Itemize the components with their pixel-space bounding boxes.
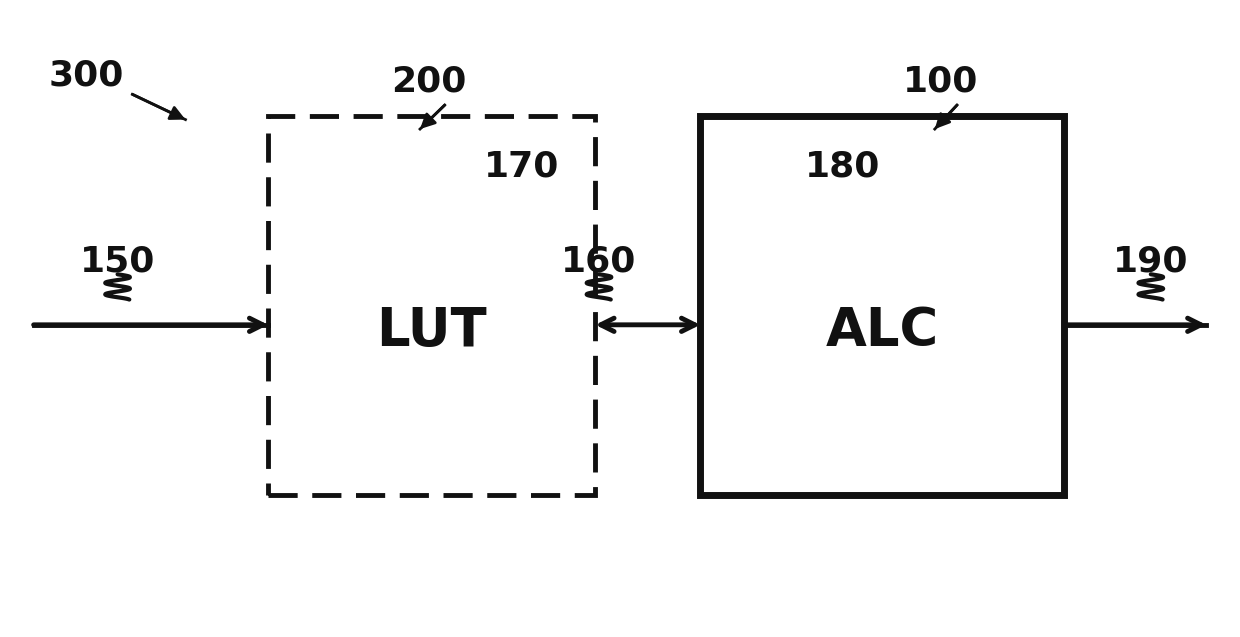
Bar	[268, 117, 595, 496]
Text: LUT: LUT	[377, 305, 487, 357]
Text: 190: 190	[1114, 245, 1189, 278]
Text: 300: 300	[50, 59, 124, 92]
Text: ALC: ALC	[826, 305, 939, 357]
Text: 200: 200	[391, 65, 466, 99]
Text: 180: 180	[805, 150, 880, 184]
Text: 150: 150	[79, 245, 155, 278]
Bar	[701, 117, 1064, 496]
Text: 100: 100	[903, 65, 978, 99]
Text: 160: 160	[562, 245, 636, 278]
Text: 170: 170	[484, 150, 559, 184]
